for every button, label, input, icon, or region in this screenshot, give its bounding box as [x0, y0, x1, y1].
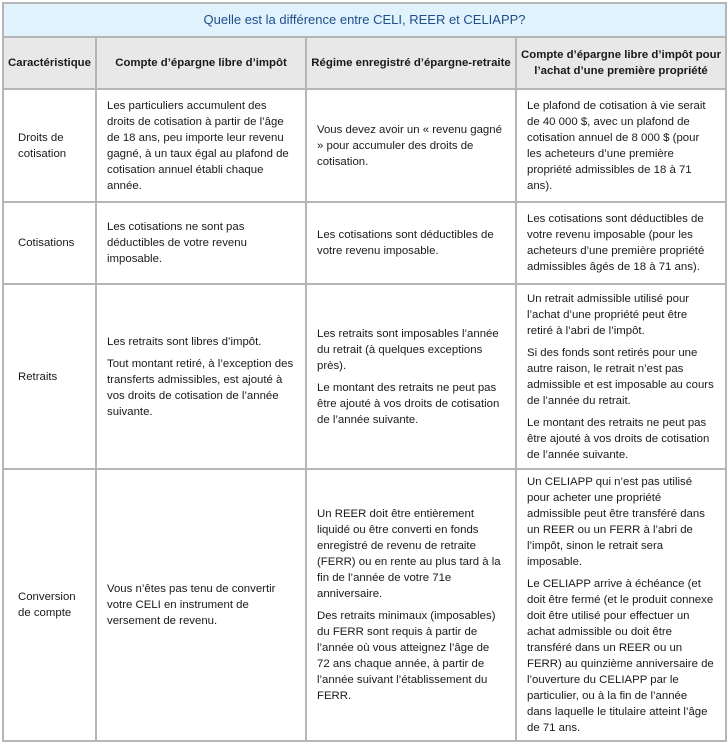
cell-paragraph: Les cotisations ne sont pas déductibles …	[107, 221, 247, 265]
header-celi: Compte d’épargne libre d’impôt	[95, 36, 307, 90]
cell-paragraph: Un REER doit être entièrement liquidé ou…	[317, 508, 501, 600]
cell-paragraph: Les cotisations sont déductibles de votr…	[527, 213, 705, 273]
reer-cell: Un REER doit être entièrement liquidé ou…	[305, 468, 517, 742]
cell-paragraph: Un retrait admissible utilisé pour l’ach…	[527, 292, 690, 337]
cell-paragraph: Le montant des retraits ne peut pas être…	[317, 381, 500, 426]
reer-cell: Les cotisations sont déductibles de votr…	[305, 201, 517, 285]
celiapp-cell: Les cotisations sont déductibles de votr…	[514, 201, 727, 285]
celi-cell: Les retraits sont libres d’impôt. Tout mo…	[95, 283, 307, 470]
cell-paragraph: Un CELIAPP qui n’est pas utilisé pour ac…	[527, 476, 705, 568]
cell-paragraph: Les retraits sont imposables l’année du …	[317, 327, 499, 372]
header-celiapp: Compte d’épargne libre d’impôt pour l’ac…	[514, 36, 727, 90]
cell-paragraph: Si des fonds sont retirés pour une autre…	[527, 346, 714, 407]
celi-cell: Les cotisations ne sont pas déductibles …	[95, 201, 307, 285]
cell-paragraph: Vous n’êtes pas tenu de convertir votre …	[107, 583, 276, 627]
cell-paragraph: Tout montant retiré, à l’exception des t…	[107, 357, 294, 418]
cell-paragraph: Des retraits minimaux (imposables) du FE…	[317, 610, 496, 702]
reer-cell: Vous devez avoir un « revenu gagné » pou…	[305, 88, 517, 203]
reer-cell: Les retraits sont imposables l’année du …	[305, 283, 517, 470]
cell-paragraph: Le CELIAPP arrive à échéance (et doit êt…	[527, 578, 714, 734]
table-row: Droits de cotisation Les particuliers acc…	[2, 88, 727, 203]
cell-paragraph: Le plafond de cotisation à vie serait de…	[527, 99, 706, 192]
feature-cell: Cotisations	[2, 201, 97, 285]
cell-paragraph: Les cotisations sont déductibles de votr…	[317, 229, 494, 257]
feature-cell: Retraits	[2, 283, 97, 470]
header-feature: Caractéristique	[2, 36, 97, 90]
cell-paragraph: Le montant des retraits ne peut pas être…	[527, 416, 710, 461]
feature-cell: Droits de cotisation	[2, 88, 97, 203]
table-row: Conversion de compte Vous n’êtes pas tenu…	[2, 468, 727, 742]
celiapp-cell: Le plafond de cotisation à vie serait de…	[514, 88, 727, 203]
celiapp-cell: Un CELIAPP qui n’est pas utilisé pour ac…	[514, 468, 727, 742]
table-title: Quelle est la différence entre CELI, REE…	[1, 2, 727, 38]
header-reer: Régime enregistré d’épargne-retraite	[305, 36, 517, 90]
celiapp-cell: Un retrait admissible utilisé pour l’ach…	[514, 283, 727, 470]
feature-cell: Conversion de compte	[2, 468, 97, 742]
table-row: Cotisations Les cotisations ne sont pas d…	[2, 201, 727, 285]
table-row: Retraits Les retraits sont libres d’impôt…	[2, 283, 727, 470]
header-row: Caractéristique Compte d’épargne libre d…	[2, 36, 727, 90]
celi-cell: Les particuliers accumulent des droits d…	[95, 88, 307, 203]
cell-paragraph: Les retraits sont libres d’impôt.	[107, 335, 262, 348]
cell-paragraph: Vous devez avoir un « revenu gagné » pou…	[317, 123, 502, 168]
celi-cell: Vous n’êtes pas tenu de convertir votre …	[95, 468, 307, 742]
cell-paragraph: Les particuliers accumulent des droits d…	[107, 99, 289, 192]
